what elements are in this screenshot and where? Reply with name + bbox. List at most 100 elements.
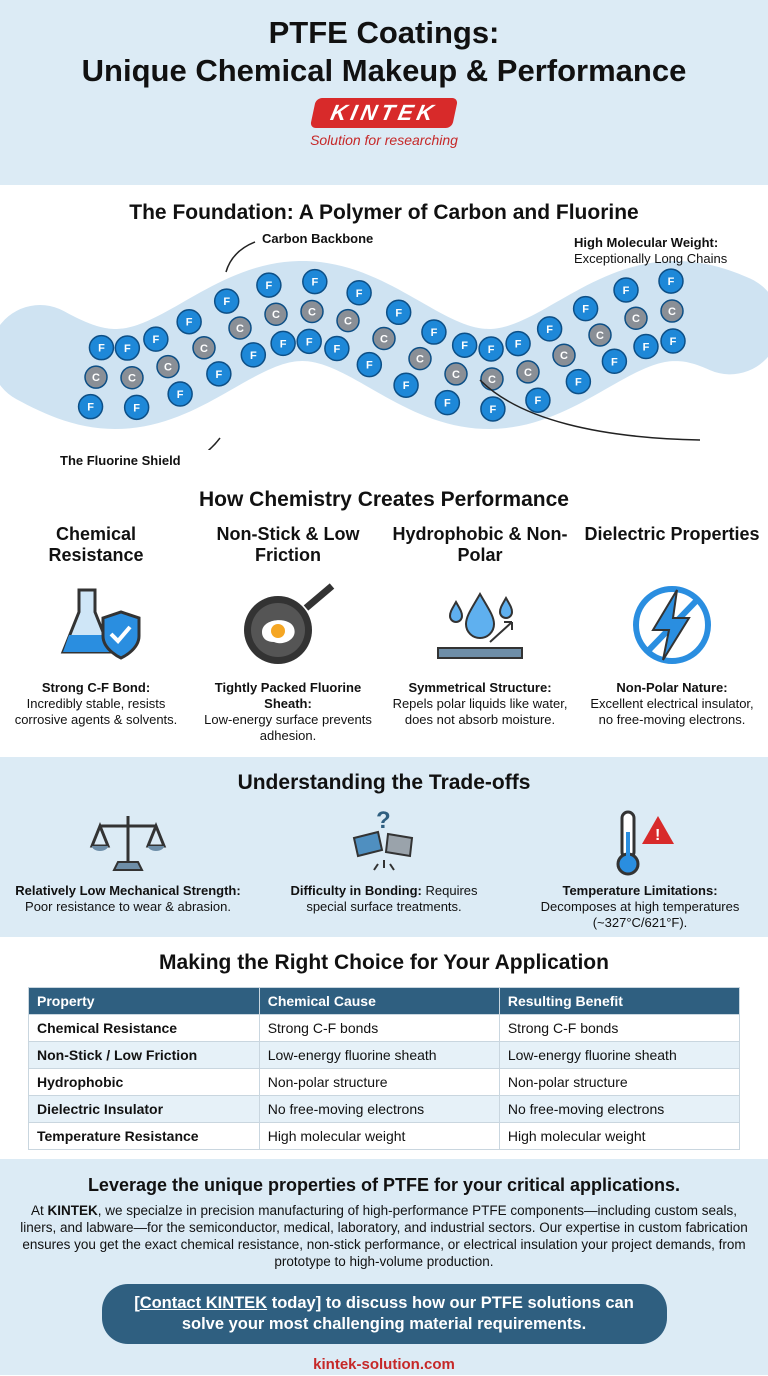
fluorine-atom [434, 389, 461, 416]
footer-paragraph: At KINTEK, we specialze in precision man… [20, 1203, 748, 1269]
carbon-atom-label: C [344, 316, 352, 328]
carbon-atom-label: C [560, 350, 568, 362]
carbon-atom-label: C [668, 306, 676, 318]
table-cell: Hydrophobic [28, 1068, 260, 1096]
fluorine-atom [536, 316, 563, 342]
fluorine-atom-label: F [403, 380, 410, 392]
fluorine-atom-label: F [575, 377, 582, 389]
carbon-atom [84, 365, 108, 389]
fluorine-atom [451, 332, 478, 358]
carbon-atom-label: C [308, 306, 316, 318]
performance-card: Hydrophobic & Non-Polar Symmetrical Struc… [390, 524, 570, 744]
website-link[interactable]: kintek-solution.com [313, 1356, 455, 1373]
carbon-atom [660, 299, 684, 323]
column-header: Property [28, 987, 260, 1015]
table-cell: No free-moving electrons [498, 1095, 741, 1123]
fluorine-atom-label: F [280, 338, 287, 350]
svg-text:?: ? [376, 808, 391, 834]
carbon-atom [156, 354, 180, 379]
carbon-atom-label: C [200, 343, 208, 355]
carbon-atom [336, 308, 360, 333]
fluorine-atom-label: F [395, 307, 402, 319]
choice-section: Making the Right Choice for Your Applica… [0, 937, 768, 1159]
carbon-atom [624, 306, 648, 330]
table-cell: Non-polar structure [258, 1068, 500, 1096]
card-description: Tightly Packed Fluorine Sheath: Low-energ… [204, 680, 372, 743]
fluorine-atom-label: F [444, 398, 451, 410]
fluorine-atom [256, 272, 282, 298]
card-description: Symmetrical Structure: Repels polar liqui… [392, 680, 568, 727]
fluorine-atom [167, 381, 193, 407]
water-drops-icon [390, 570, 570, 680]
fluorine-atom [240, 342, 267, 368]
tradeoff-description: Temperature Limitations: Decomposes at h… [540, 883, 740, 930]
tradeoffs-section: Understanding the Trade-offs Relatively … [0, 757, 768, 937]
tagline: Solution for researching [310, 132, 458, 148]
carbon-backbone-label: Carbon Backbone [262, 231, 374, 246]
fluorine-atom [143, 326, 169, 352]
card-title: Dielectric Properties [584, 524, 760, 544]
fluorine-atom-label: F [623, 285, 630, 297]
fluorine-atom-label: F [186, 317, 193, 329]
carbon-arrow [225, 241, 256, 273]
footer: Leverage the unique properties of PTFE f… [0, 1159, 768, 1375]
column-header: Chemical Cause [258, 987, 500, 1015]
card-description: Strong C-F Bond: Incredibly stable, resis… [14, 680, 178, 727]
carbon-atom [300, 299, 324, 324]
fluorine-atom-label: F [87, 402, 94, 414]
fluorine-atom-label: F [535, 395, 542, 407]
performance-card: Chemical Resistance Strong C-F Bond: Incre… [6, 524, 186, 744]
fluorine-atom-label: F [133, 402, 140, 414]
carbon-atom-label: C [272, 309, 280, 321]
fluorine-atom [393, 372, 419, 398]
carbon-atom-label: C [596, 330, 604, 342]
carbon-atom-label: C [524, 367, 532, 379]
fluorine-atom-label: F [334, 343, 341, 355]
fluorine-atom [302, 268, 328, 295]
table-row: Hydrophobic Non-polar structure Non-polar … [28, 1068, 741, 1096]
carbon-atom [516, 360, 540, 384]
fluorine-atom [572, 295, 599, 322]
carbon-atom-label: C [128, 373, 136, 385]
header: PTFE Coatings: Unique Chemical Makeup & P… [0, 0, 768, 185]
fluorine-atom-label: F [431, 327, 438, 339]
balance-scale-icon [13, 803, 243, 883]
thermometer-warning-icon: ! [525, 803, 755, 883]
fluorine-atom-label: F [668, 276, 675, 288]
fluorine-atom-label: F [490, 404, 497, 416]
foundation-title: The Foundation: A Polymer of Carbon and … [129, 201, 639, 224]
fluorine-atom [658, 268, 684, 294]
fluorine-atom [77, 393, 104, 420]
fluorine-atom [206, 361, 232, 387]
fluorine-atom-label: F [311, 277, 318, 289]
carbon-atom-label: C [92, 372, 100, 384]
fluorine-atom [601, 348, 628, 375]
performance-section: How Chemistry Creates Performance Chemic… [0, 480, 768, 757]
card-title: Non-Stick & Low Friction [216, 524, 360, 565]
fluorine-atom [478, 336, 504, 362]
card-title: Chemical Resistance [48, 524, 144, 565]
fluorine-atom-label: F [611, 356, 618, 368]
tradeoff-description: Relatively Low Mechanical Strength: Poor… [15, 883, 241, 914]
carbon-atom-label: C [452, 369, 460, 381]
carbon-atom [588, 323, 612, 347]
fluorine-atom-label: F [546, 324, 553, 336]
foundation-section: The Foundation: A Polymer of Carbon and … [0, 185, 768, 480]
fluorine-atom-label: F [250, 350, 257, 362]
tradeoff-item: Relatively Low Mechanical Strength: Poor… [13, 803, 243, 931]
fluorine-atom [88, 334, 115, 361]
contact-cta-button[interactable]: [Contact KINTEK today] to discuss how ou… [101, 1284, 667, 1344]
tradeoff-item: ! Temperature Limitations: Decomposes at … [525, 803, 755, 931]
carbon-atom [444, 362, 468, 386]
carbon-atom-label: C [416, 354, 424, 366]
table-cell: High molecular weight [258, 1122, 500, 1150]
flask-shield-icon [6, 570, 186, 680]
carbon-atom-label: C [488, 374, 496, 386]
carbon-atom [552, 343, 576, 367]
contact-link[interactable]: Contact KINTEK [139, 1294, 268, 1312]
table-cell: No free-moving electrons [258, 1095, 500, 1123]
table-cell: Strong C-F bonds [258, 1014, 500, 1042]
fluorine-atom-label: F [643, 342, 650, 354]
fluorine-atom-label: F [124, 343, 131, 355]
page-title: PTFE Coatings: Unique Chemical Makeup & P… [81, 15, 687, 88]
